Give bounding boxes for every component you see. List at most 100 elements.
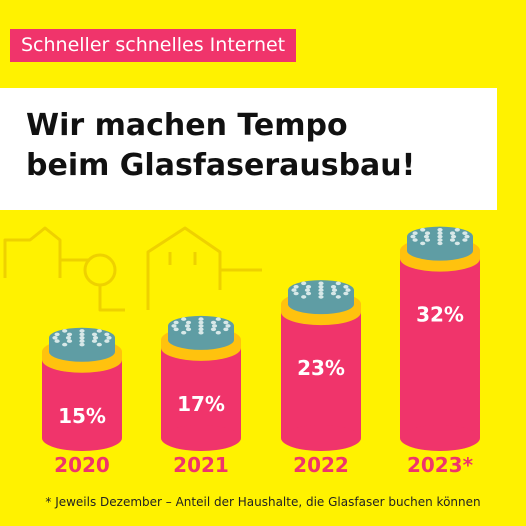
fiber-tip bbox=[65, 336, 72, 340]
fiber-tip bbox=[343, 285, 349, 289]
headline: Wir machen Tempo beim Glasfaserausbau! bbox=[0, 88, 497, 210]
fiber-tip bbox=[454, 228, 460, 232]
footnote: * Jeweils Dezember – Anteil der Haushalt… bbox=[45, 495, 481, 509]
bar-body bbox=[42, 359, 122, 438]
fiber-tip bbox=[96, 329, 102, 333]
fiber-tip bbox=[330, 291, 337, 296]
fiber-tip bbox=[181, 330, 187, 335]
year-label: 2020 bbox=[54, 453, 110, 477]
fiber-tip bbox=[66, 332, 73, 337]
fiber-tip bbox=[181, 317, 187, 321]
fiber-tip bbox=[437, 231, 443, 235]
year-label: 2023* bbox=[407, 453, 474, 477]
fiber-tips bbox=[171, 317, 231, 335]
fiber-tip bbox=[79, 336, 85, 340]
fiber-tip bbox=[79, 329, 85, 333]
fiber-tip bbox=[424, 231, 431, 235]
bar-body bbox=[400, 258, 480, 438]
fiber-tip bbox=[198, 324, 204, 328]
fiber-tip bbox=[223, 327, 229, 332]
fiber-tip bbox=[462, 231, 468, 235]
fiber-tip bbox=[198, 330, 204, 335]
fiber-tip bbox=[215, 317, 221, 321]
value-label: 15% bbox=[58, 404, 106, 428]
fiber-tip bbox=[198, 320, 204, 325]
fiber-tip bbox=[171, 324, 177, 328]
fiber-tip bbox=[318, 285, 324, 289]
fiber-tip bbox=[185, 327, 192, 332]
fiber-tip bbox=[305, 285, 312, 289]
fiber-tip bbox=[343, 291, 349, 296]
fiber-tip bbox=[173, 327, 179, 332]
fiber-tip bbox=[106, 336, 112, 340]
fiber-tip bbox=[291, 288, 297, 292]
fiber-tip bbox=[424, 238, 431, 242]
fiber-tip bbox=[450, 234, 457, 239]
fiber-tip bbox=[449, 238, 456, 242]
topic-tag: Schneller schnelles Internet bbox=[10, 29, 297, 62]
fiber-tip bbox=[66, 339, 73, 343]
fiber-tip bbox=[54, 339, 60, 343]
value-label: 32% bbox=[416, 303, 464, 327]
fiber-tip bbox=[437, 234, 443, 239]
bar-body bbox=[281, 312, 361, 438]
fiber-tip bbox=[91, 332, 98, 337]
bar-2020: 15% 2020 bbox=[42, 327, 122, 477]
year-label: 2022 bbox=[293, 453, 349, 477]
fiber-tip bbox=[210, 327, 217, 332]
fiber-tip bbox=[79, 342, 85, 347]
fiber-tip bbox=[454, 241, 460, 246]
fiber-tip bbox=[210, 320, 217, 325]
fiber-tip bbox=[464, 234, 470, 239]
fiber-tip bbox=[104, 332, 110, 337]
fiber-tip bbox=[198, 327, 204, 332]
fiber-tip bbox=[91, 339, 98, 343]
fiber-bundle-base bbox=[407, 240, 473, 261]
fiber-tip bbox=[412, 231, 418, 235]
fiber-tip bbox=[462, 238, 468, 242]
fiber-tip bbox=[301, 295, 307, 299]
fiber-tip bbox=[305, 291, 312, 296]
fiber-tip bbox=[79, 339, 85, 343]
fiber-tips bbox=[410, 228, 470, 246]
headline-line-2: beim Glasfaserausbau! bbox=[26, 148, 416, 183]
fiber-tip bbox=[304, 288, 311, 292]
year-label: 2021 bbox=[173, 453, 229, 477]
fiber-tip bbox=[96, 342, 102, 347]
fiber-tip bbox=[423, 234, 430, 239]
fiber-tip bbox=[412, 238, 418, 242]
bar-body bbox=[161, 347, 241, 438]
headline-line-1: Wir machen Tempo bbox=[26, 108, 348, 143]
fiber-tip bbox=[215, 330, 221, 335]
fiber-tip bbox=[173, 320, 179, 325]
bar-bottom bbox=[281, 425, 361, 451]
fiber-tip bbox=[318, 295, 324, 299]
fiber-tip bbox=[318, 281, 324, 286]
fiber-tip bbox=[185, 320, 192, 325]
fiber-tip bbox=[345, 288, 351, 292]
fiber-tip bbox=[54, 332, 60, 337]
fiber-tip bbox=[104, 339, 110, 343]
fiber-tip bbox=[437, 228, 443, 232]
fiber-bundle-base bbox=[168, 329, 234, 350]
fiber-tip bbox=[331, 288, 338, 292]
bar-2022: 23% 2022 bbox=[281, 280, 361, 477]
fiber-tip bbox=[92, 336, 99, 340]
fiber-tip bbox=[184, 324, 191, 328]
bar-2021: 17% 2021 bbox=[161, 315, 241, 477]
fiber-bundle-base bbox=[49, 341, 115, 362]
fiber-tips bbox=[291, 281, 351, 299]
fiber-tip bbox=[420, 228, 426, 232]
fiber-tip bbox=[335, 281, 341, 286]
bar-bottom bbox=[161, 425, 241, 451]
fiber-bundle-base bbox=[288, 294, 354, 315]
bar-2023*: 32% 2023* bbox=[400, 226, 480, 477]
fiber-tip bbox=[437, 238, 443, 242]
fiber-tip bbox=[62, 342, 68, 347]
fiber-tip bbox=[318, 288, 324, 292]
fiber-tip bbox=[330, 285, 337, 289]
fiber-tip bbox=[420, 241, 426, 246]
bar-bottom bbox=[400, 425, 480, 451]
fiber-tip bbox=[293, 285, 299, 289]
